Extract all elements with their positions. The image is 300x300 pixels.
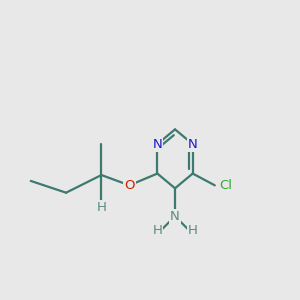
Text: H: H [152,224,162,238]
Text: N: N [152,138,162,151]
Text: H: H [97,201,106,214]
Text: N: N [188,138,198,151]
Text: H: H [188,224,198,238]
Text: O: O [124,179,135,192]
Text: Cl: Cl [219,179,232,192]
Text: N: N [170,210,180,223]
